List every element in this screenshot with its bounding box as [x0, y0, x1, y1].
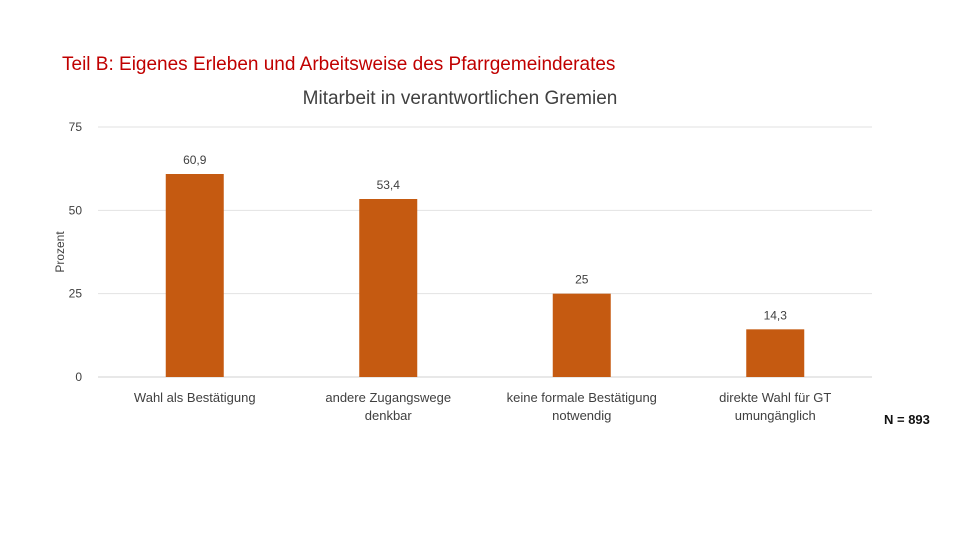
- y-tick-label: 25: [69, 287, 83, 301]
- bar-value-label: 53,4: [377, 178, 401, 192]
- y-tick-label: 0: [75, 370, 82, 384]
- bar-value-label: 14,3: [764, 308, 788, 322]
- bar-value-label: 25: [575, 273, 589, 287]
- data-labels: 60,9 53,4 25 14,3: [183, 153, 787, 322]
- bar: [165, 174, 224, 377]
- category-label: Wahl als Bestätigung: [134, 390, 256, 405]
- chart-subtitle: Mitarbeit in verantwortlichen Gremien: [302, 88, 618, 109]
- bar: [359, 199, 418, 377]
- category-label: andere Zugangswege denkbar: [325, 390, 451, 423]
- bar-value-label: 60,9: [183, 153, 207, 167]
- bar: [552, 293, 611, 377]
- bar: [746, 329, 805, 377]
- chart-title: Teil B: Eigenes Erleben und Arbeitsweise…: [62, 54, 616, 75]
- y-axis-label: Prozent: [53, 231, 67, 273]
- sample-size-note: N = 893: [884, 412, 930, 427]
- gridlines: [98, 126, 872, 378]
- category-label: direkte Wahl für GT umungänglich: [719, 390, 831, 423]
- x-axis-labels: Wahl als Bestätigung andere Zugangswege de…: [134, 390, 831, 423]
- category-label: keine formale Bestätigung notwendig: [507, 390, 657, 423]
- bars: [165, 174, 805, 377]
- y-axis-ticks: 0 25 50 75: [69, 120, 83, 384]
- y-tick-label: 75: [69, 120, 83, 134]
- y-tick-label: 50: [69, 203, 83, 217]
